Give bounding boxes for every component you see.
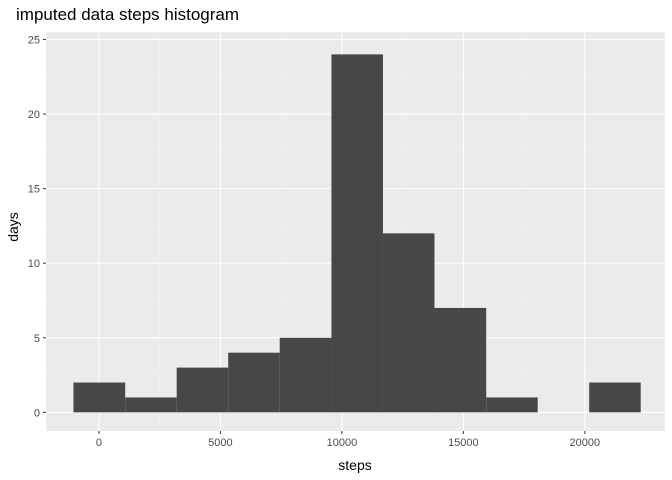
- y-axis: 0 5 10 15 20 25: [28, 34, 46, 419]
- histogram-bar: [486, 397, 538, 413]
- histogram-bar: [589, 382, 641, 413]
- y-tick-label: 15: [28, 184, 40, 196]
- x-tick-label: 5000: [208, 437, 232, 449]
- histogram-bars: [73, 54, 641, 413]
- histogram-bar: [73, 382, 126, 413]
- chart-title: imputed data steps histogram: [16, 5, 239, 24]
- y-axis-title: days: [5, 212, 21, 242]
- x-tick-label: 10000: [327, 437, 358, 449]
- x-tick-label: 20000: [570, 437, 601, 449]
- histogram-bar: [176, 367, 229, 413]
- x-axis: 0 5000 10000 15000 20000: [96, 431, 600, 449]
- x-tick-label: 15000: [448, 437, 479, 449]
- x-tick-label: 0: [96, 437, 102, 449]
- histogram-bar: [382, 233, 435, 413]
- y-tick-label: 10: [28, 258, 40, 270]
- histogram-bar: [228, 352, 280, 413]
- histogram-bar: [434, 307, 487, 413]
- y-tick-label: 5: [34, 333, 40, 345]
- y-tick-label: 0: [34, 407, 40, 419]
- x-axis-title: steps: [338, 457, 371, 473]
- histogram-bar: [279, 337, 332, 413]
- y-tick-label: 25: [28, 34, 40, 46]
- histogram-bar: [125, 397, 177, 413]
- histogram-bar: [331, 54, 383, 413]
- y-tick-label: 20: [28, 109, 40, 121]
